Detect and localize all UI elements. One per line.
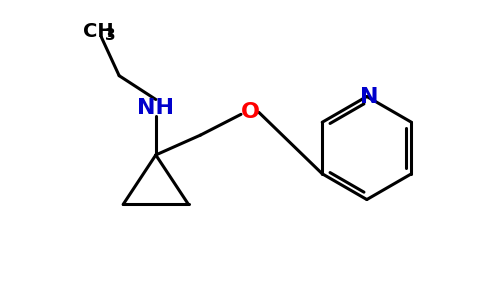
Text: N: N (360, 86, 378, 106)
Text: O: O (241, 102, 259, 122)
Text: CH: CH (83, 22, 114, 40)
Text: 3: 3 (106, 28, 116, 43)
Text: NH: NH (137, 98, 174, 118)
